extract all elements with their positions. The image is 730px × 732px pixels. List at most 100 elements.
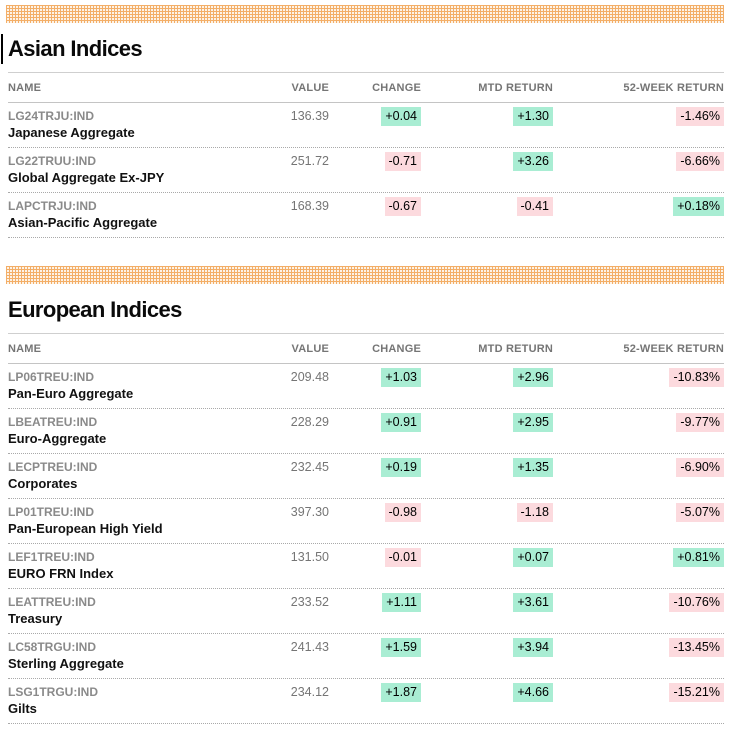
week52-return-badge: -10.76% — [669, 593, 724, 612]
week52-return-cell: -6.66% — [553, 152, 724, 171]
week52-return-cell: -15.21% — [553, 683, 724, 702]
value: 232.45 — [290, 460, 329, 474]
hatched-divider-band — [6, 5, 724, 23]
security-name: EURO FRN Index — [8, 566, 114, 581]
ticker[interactable]: LBEATREU:IND — [8, 415, 98, 429]
value: 228.29 — [290, 415, 329, 429]
value: 397.30 — [290, 505, 329, 519]
value-cell: 397.30 — [229, 504, 329, 520]
value-cell: 234.12 — [229, 684, 329, 700]
mtd-return-badge: +3.26 — [513, 152, 553, 171]
column-header: MTD RETURN — [478, 343, 553, 355]
week52-return-badge: -6.66% — [676, 152, 724, 171]
mtd-return-cell: -1.18 — [421, 503, 553, 522]
name-cell: LG24TRJU:IND Japanese Aggregate — [8, 108, 229, 141]
column-header: VALUE — [291, 343, 329, 355]
value: 131.50 — [290, 550, 329, 564]
value-cell: 241.43 — [229, 639, 329, 655]
week52-return-cell: -13.45% — [553, 638, 724, 657]
mtd-return-badge: -0.41 — [516, 197, 553, 216]
table-row[interactable]: LBEATREU:IND Euro-Aggregate 228.29 +0.91… — [8, 409, 724, 454]
ticker[interactable]: LG24TRJU:IND — [8, 109, 95, 123]
title-rule — [8, 333, 724, 334]
table-row[interactable]: LG22TRUU:IND Global Aggregate Ex-JPY 251… — [8, 148, 724, 193]
change-cell: -0.67 — [329, 197, 421, 216]
week52-return-badge: -1.46% — [676, 107, 724, 126]
table-row[interactable]: LP01TREU:IND Pan-European High Yield 397… — [8, 499, 724, 544]
name-cell: LP06TREU:IND Pan-Euro Aggregate — [8, 369, 229, 402]
ticker[interactable]: LECPTREU:IND — [8, 460, 98, 474]
change-badge: +1.59 — [381, 638, 421, 657]
value: 136.39 — [290, 109, 329, 123]
hatched-divider-band — [6, 266, 724, 284]
mtd-return-cell: +4.66 — [421, 683, 553, 702]
mtd-return-cell: +3.94 — [421, 638, 553, 657]
mtd-return-badge: +1.35 — [513, 458, 553, 477]
week52-return-badge: -9.77% — [676, 413, 724, 432]
name-cell: LEATTREU:IND Treasury — [8, 594, 229, 627]
value-cell: 168.39 — [229, 198, 329, 214]
value: 251.72 — [290, 154, 329, 168]
week52-return-cell: -6.90% — [553, 458, 724, 477]
mtd-return-badge: +2.95 — [513, 413, 553, 432]
mtd-return-badge: +2.96 — [513, 368, 553, 387]
mtd-return-badge: -1.18 — [516, 503, 553, 522]
name-cell: LP01TREU:IND Pan-European High Yield — [8, 504, 229, 537]
change-badge: -0.71 — [384, 152, 421, 171]
ticker[interactable]: LP01TREU:IND — [8, 505, 95, 519]
value-cell: 136.39 — [229, 108, 329, 124]
table-rows: LP06TREU:IND Pan-Euro Aggregate 209.48 +… — [8, 364, 724, 724]
table-header-row: NAME VALUE CHANGE MTD RETURN 52-WEEK RETURN — [8, 334, 724, 363]
security-name: Sterling Aggregate — [8, 656, 124, 671]
ticker[interactable]: LP06TREU:IND — [8, 370, 95, 384]
name-cell: LC58TRGU:IND Sterling Aggregate — [8, 639, 229, 672]
security-name: Corporates — [8, 476, 78, 491]
name-cell: LECPTREU:IND Corporates — [8, 459, 229, 492]
change-badge: +0.04 — [381, 107, 421, 126]
mtd-return-cell: +1.35 — [421, 458, 553, 477]
security-name: Treasury — [8, 611, 63, 626]
table-row[interactable]: LEATTREU:IND Treasury 233.52 +1.11 +3.61… — [8, 589, 724, 634]
table-row[interactable]: LC58TRGU:IND Sterling Aggregate 241.43 +… — [8, 634, 724, 679]
security-name: Global Aggregate Ex-JPY — [8, 170, 165, 185]
name-cell: LAPCTRJU:IND Asian-Pacific Aggregate — [8, 198, 229, 231]
mtd-return-cell: +1.30 — [421, 107, 553, 126]
change-cell: +0.19 — [329, 458, 421, 477]
table-row[interactable]: LG24TRJU:IND Japanese Aggregate 136.39 +… — [8, 103, 724, 148]
table-row[interactable]: LP06TREU:IND Pan-Euro Aggregate 209.48 +… — [8, 364, 724, 409]
column-header: CHANGE — [372, 82, 421, 94]
ticker[interactable]: LEF1TREU:IND — [8, 550, 95, 564]
change-cell: +1.59 — [329, 638, 421, 657]
section-title: European Indices — [8, 297, 182, 322]
mtd-return-badge: +4.66 — [513, 683, 553, 702]
week52-return-badge: -13.45% — [669, 638, 724, 657]
section-title: Asian Indices — [8, 36, 143, 61]
change-badge: +1.87 — [381, 683, 421, 702]
header-rule — [8, 102, 724, 103]
mtd-return-cell: +3.26 — [421, 152, 553, 171]
value: 168.39 — [290, 199, 329, 213]
table-row[interactable]: LECPTREU:IND Corporates 232.45 +0.19 +1.… — [8, 454, 724, 499]
table-row[interactable]: LSG1TRGU:IND Gilts 234.12 +1.87 +4.66 -1… — [8, 679, 724, 724]
ticker[interactable]: LC58TRGU:IND — [8, 640, 97, 654]
change-cell: -0.98 — [329, 503, 421, 522]
name-cell: LEF1TREU:IND EURO FRN Index — [8, 549, 229, 582]
change-cell: +1.11 — [329, 593, 421, 612]
week52-return-badge: -5.07% — [676, 503, 724, 522]
ticker[interactable]: LEATTREU:IND — [8, 595, 96, 609]
table-row[interactable]: LAPCTRJU:IND Asian-Pacific Aggregate 168… — [8, 193, 724, 238]
security-name: Japanese Aggregate — [8, 125, 135, 140]
value: 233.52 — [290, 595, 329, 609]
ticker[interactable]: LG22TRUU:IND — [8, 154, 97, 168]
index-section: European Indices NAME VALUE CHANGE MTD RETU… — [0, 266, 730, 724]
week52-return-cell: -9.77% — [553, 413, 724, 432]
week52-return-cell: -10.83% — [553, 368, 724, 387]
value-cell: 251.72 — [229, 153, 329, 169]
column-header: NAME — [8, 82, 42, 94]
mtd-return-cell: +3.61 — [421, 593, 553, 612]
change-cell: +0.04 — [329, 107, 421, 126]
week52-return-badge: -6.90% — [676, 458, 724, 477]
ticker[interactable]: LAPCTRJU:IND — [8, 199, 97, 213]
ticker[interactable]: LSG1TRGU:IND — [8, 685, 98, 699]
table-row[interactable]: LEF1TREU:IND EURO FRN Index 131.50 -0.01… — [8, 544, 724, 589]
